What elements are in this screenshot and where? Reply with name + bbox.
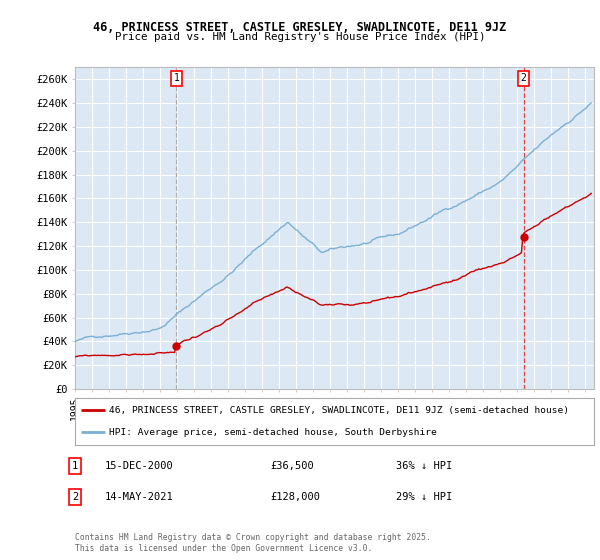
Text: HPI: Average price, semi-detached house, South Derbyshire: HPI: Average price, semi-detached house,…	[109, 428, 436, 437]
Text: 46, PRINCESS STREET, CASTLE GRESLEY, SWADLINCOTE, DE11 9JZ (semi-detached house): 46, PRINCESS STREET, CASTLE GRESLEY, SWA…	[109, 406, 569, 415]
Text: 1: 1	[173, 73, 179, 83]
Text: 14-MAY-2021: 14-MAY-2021	[105, 492, 174, 502]
Text: £128,000: £128,000	[270, 492, 320, 502]
Text: Contains HM Land Registry data © Crown copyright and database right 2025.
This d: Contains HM Land Registry data © Crown c…	[75, 533, 431, 553]
Text: 15-DEC-2000: 15-DEC-2000	[105, 461, 174, 471]
Text: 29% ↓ HPI: 29% ↓ HPI	[396, 492, 452, 502]
Text: £36,500: £36,500	[270, 461, 314, 471]
Text: 36% ↓ HPI: 36% ↓ HPI	[396, 461, 452, 471]
Text: Price paid vs. HM Land Registry's House Price Index (HPI): Price paid vs. HM Land Registry's House …	[115, 32, 485, 43]
Text: 1: 1	[72, 461, 78, 471]
Text: 46, PRINCESS STREET, CASTLE GRESLEY, SWADLINCOTE, DE11 9JZ: 46, PRINCESS STREET, CASTLE GRESLEY, SWA…	[94, 21, 506, 34]
Text: 2: 2	[521, 73, 527, 83]
Text: 2: 2	[72, 492, 78, 502]
